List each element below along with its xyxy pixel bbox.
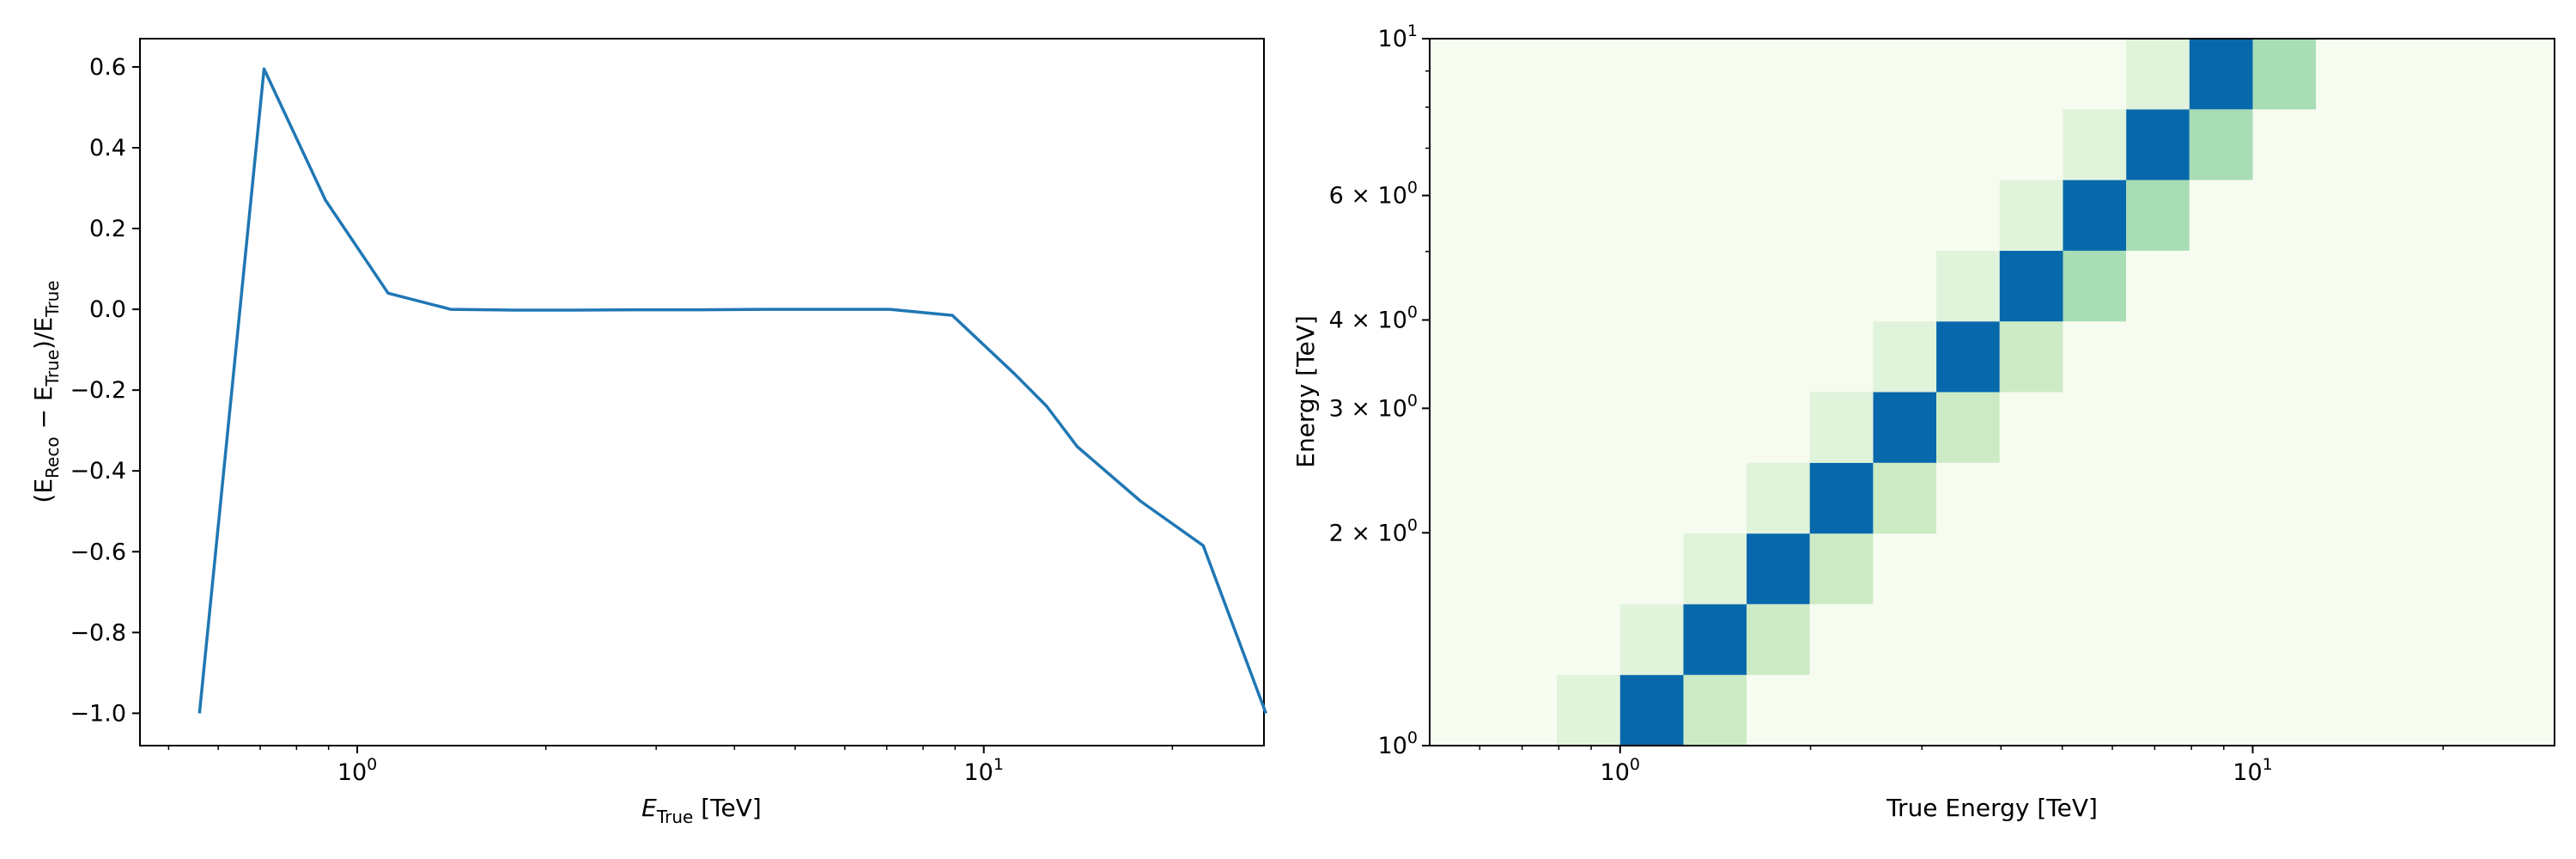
heatmap-cell <box>1747 674 1810 746</box>
heatmap-cell <box>1747 533 1810 605</box>
heatmap-cell <box>1936 250 2000 322</box>
heatmap-cell <box>1619 674 1684 746</box>
heatmap-cell <box>2252 109 2317 180</box>
left-y-tick-label: −0.4 <box>70 458 126 484</box>
heatmap-cell <box>1873 392 1937 463</box>
heatmap-cells-layer <box>1557 39 2379 746</box>
right-axis-ticks: 100 101 100 2 × 100 3 × 100 4 × 100 6 × 100 101 <box>1329 21 2445 786</box>
heatmap-cell <box>2316 39 2379 110</box>
heatmap-cell <box>2063 180 2127 251</box>
left-y-tick-label: 0.6 <box>89 54 126 81</box>
heatmap-cell <box>2126 39 2190 110</box>
heatmap-cell <box>1873 321 1937 393</box>
heatmap-cell <box>1999 180 2063 251</box>
heatmap-cell <box>1999 321 2063 393</box>
heatmap-cell <box>1557 674 1620 746</box>
heatmap-cell <box>1747 604 1810 675</box>
heatmap-cell <box>1683 604 1747 675</box>
right-y-tick-label: 101 <box>1378 21 1418 52</box>
heatmap-cell <box>1936 392 2000 463</box>
right-plot-frame <box>1429 38 2555 746</box>
left-plot-frame <box>139 38 1265 746</box>
right-y-tick-label: 100 <box>1378 728 1418 759</box>
left-y-label-part3: )/E <box>29 317 58 350</box>
right-y-tick-label: 3 × 100 <box>1329 391 1418 422</box>
heatmap-cell <box>2189 109 2253 180</box>
heatmap-cell <box>1873 462 1937 534</box>
heatmap-cell <box>1873 533 1937 605</box>
heatmap-cell <box>1683 674 1747 746</box>
right-y-tick-label: 6 × 100 <box>1329 179 1418 210</box>
heatmap-cell <box>2063 321 2127 393</box>
bias-line-chart: 0.6 0.4 0.2 0.0 −0.2 −0.4 −0.6 −0.8 −1.0 100 101 E… <box>29 38 1267 827</box>
heatmap-cell <box>2126 180 2190 251</box>
heatmap-cell <box>1809 604 1874 675</box>
heatmap-cell <box>2126 250 2190 322</box>
left-x-label-sub: True <box>656 807 693 827</box>
left-x-axis-label: ETrue [TeV] <box>641 794 762 827</box>
heatmap-cell <box>2126 109 2190 180</box>
left-x-tick-label: 100 <box>337 755 377 786</box>
heatmap-cell <box>1936 321 2000 393</box>
left-y-tick-label: 0.2 <box>89 216 126 242</box>
heatmap-cell <box>1747 462 1810 534</box>
left-y-label-sub1: Reco <box>42 436 63 478</box>
left-series-layer <box>197 67 1267 715</box>
left-y-tick-label: 0.0 <box>89 296 126 323</box>
heatmap-cell <box>2189 39 2253 110</box>
left-y-tick-label: −0.6 <box>70 539 126 565</box>
left-x-tick-label: 101 <box>963 755 1003 786</box>
heatmap-cell <box>2252 39 2317 110</box>
left-y-tick-label: −0.8 <box>70 619 126 646</box>
heatmap-cell <box>1999 392 2063 463</box>
right-x-axis-label: True Energy [TeV] <box>1886 794 2098 822</box>
heatmap-cell <box>1809 533 1874 605</box>
left-y-tick-label: −1.0 <box>70 700 126 727</box>
right-x-tick-label: 101 <box>2233 755 2272 786</box>
bias-series-line <box>197 67 1267 715</box>
left-y-axis-label: (EReco − ETrue)/ETrue <box>29 280 63 503</box>
right-y-tick-label: 4 × 100 <box>1329 303 1418 334</box>
left-axis-ticks: 0.6 0.4 0.2 0.0 −0.2 −0.4 −0.6 −0.8 −1.0 100 101 <box>70 54 1174 786</box>
right-y-tick-label: 2 × 100 <box>1329 515 1418 546</box>
energy-dispersion-heatmap: 100 101 100 2 × 100 3 × 100 4 × 100 6 × 100 101… <box>1291 21 2555 822</box>
heatmap-cell <box>1619 604 1684 675</box>
heatmap-cell <box>1809 462 1874 534</box>
left-y-label-part1: (E <box>29 478 58 503</box>
left-x-label-unit: [TeV] <box>693 794 761 822</box>
heatmap-cell <box>1683 533 1747 605</box>
heatmap-cell <box>1936 462 2000 534</box>
left-y-label-part2: − E <box>29 386 58 436</box>
left-y-label-sub3: True <box>42 280 63 317</box>
heatmap-cell <box>1999 250 2063 322</box>
left-x-label-main: E <box>641 794 657 822</box>
left-y-label-sub2: True <box>42 350 63 387</box>
right-x-tick-label: 100 <box>1601 755 1640 786</box>
heatmap-cell <box>2063 250 2127 322</box>
heatmap-cell <box>1809 392 1874 463</box>
heatmap-cell <box>2063 109 2127 180</box>
heatmap-cell <box>2189 180 2253 251</box>
left-y-tick-label: 0.4 <box>89 135 126 161</box>
left-y-tick-label: −0.2 <box>70 377 126 404</box>
right-y-axis-label: Energy [TeV] <box>1291 315 1320 468</box>
